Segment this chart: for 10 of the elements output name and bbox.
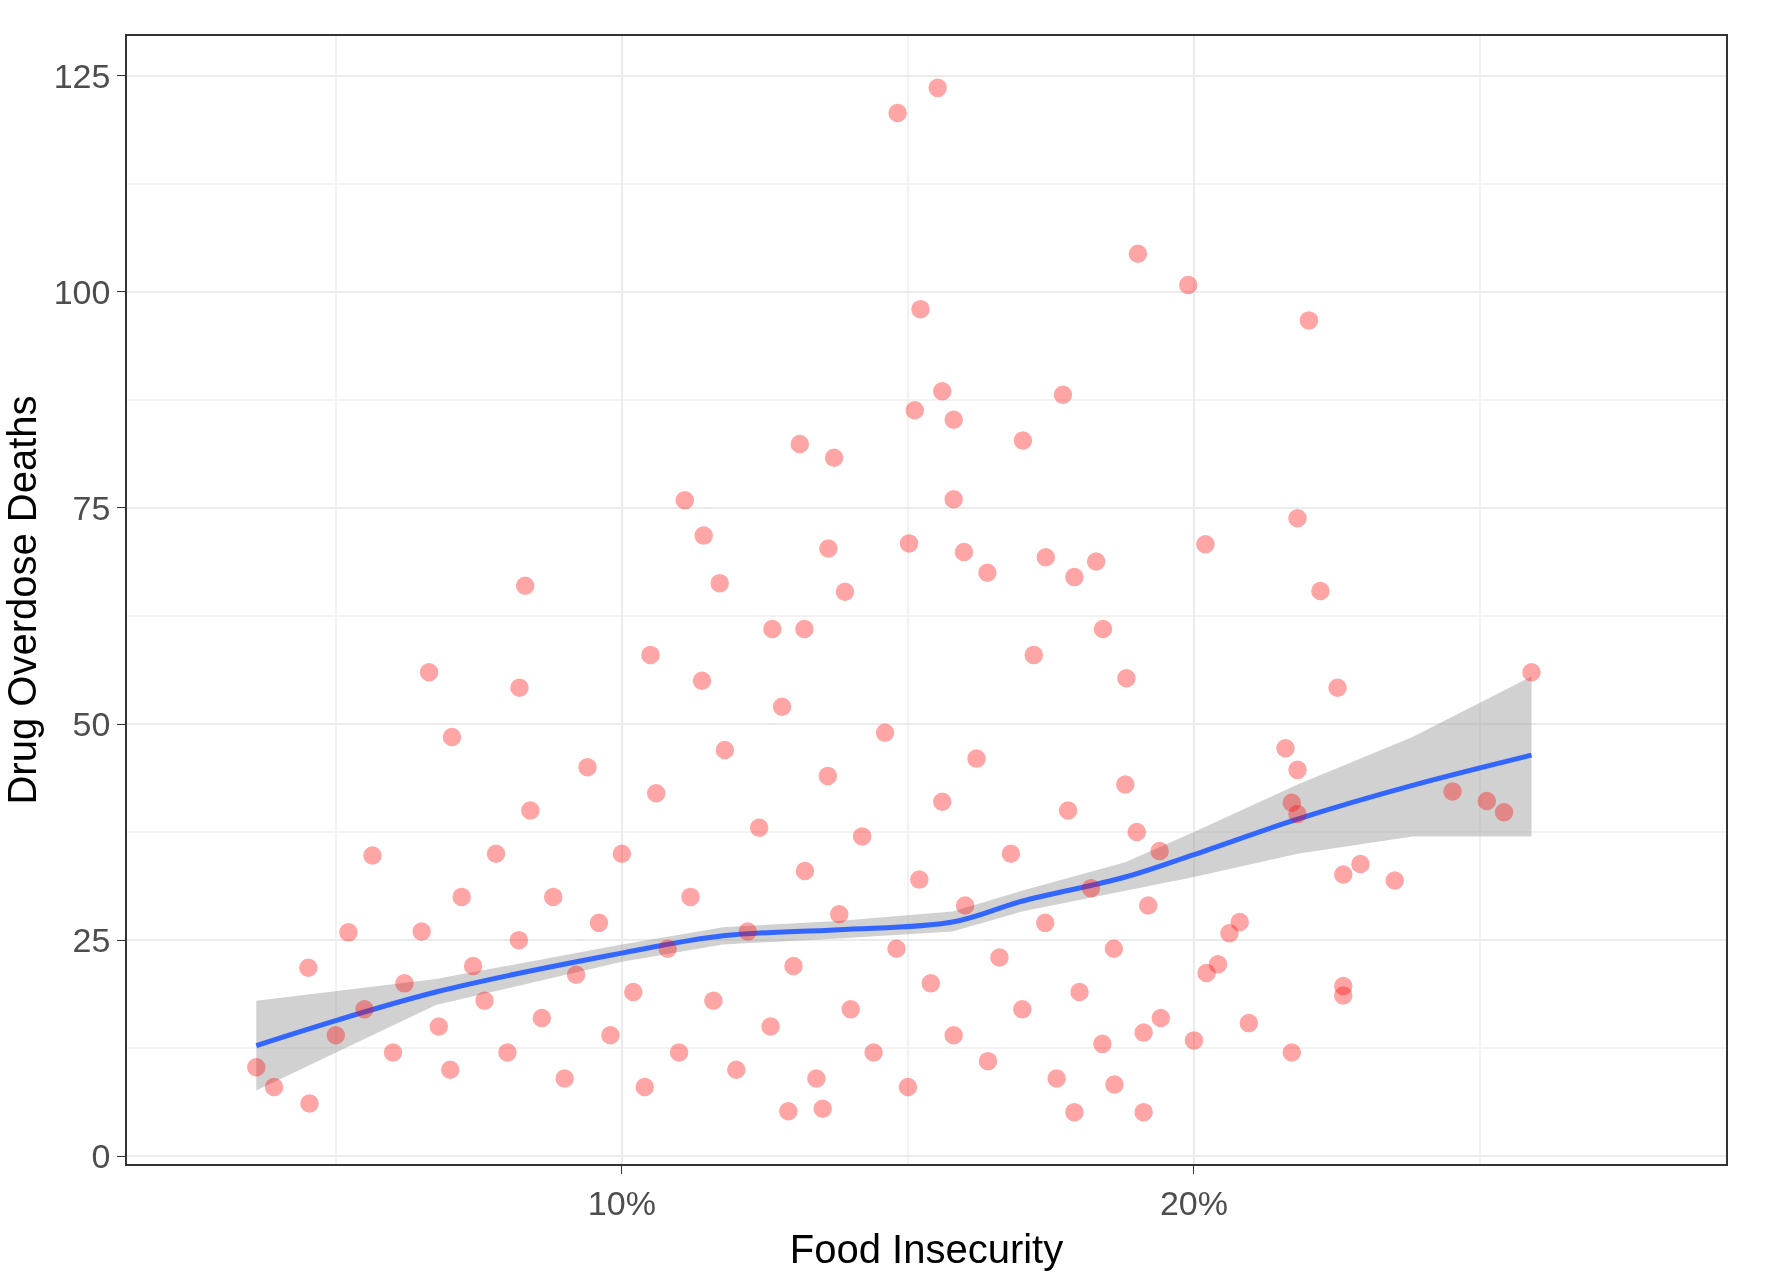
- x-axis-title: Food Insecurity: [789, 1226, 1064, 1271]
- y-axis-title: Drug Overdose Deaths: [0, 395, 44, 805]
- x-tick-label: 20%: [1159, 1183, 1228, 1222]
- y-tick-label: 75: [72, 488, 111, 527]
- y-tick-label: 125: [53, 56, 111, 95]
- y-tick-label: 0: [91, 1137, 111, 1176]
- x-tick-label: 10%: [587, 1183, 656, 1222]
- y-tick-label: 50: [72, 704, 111, 743]
- y-tick-label: 100: [53, 272, 111, 311]
- y-tick-label: 25: [72, 921, 111, 960]
